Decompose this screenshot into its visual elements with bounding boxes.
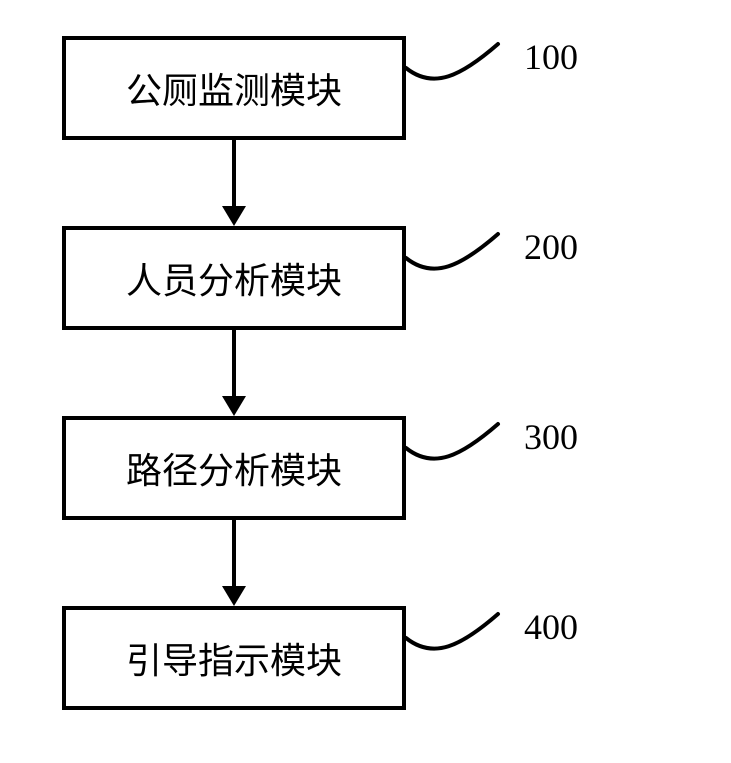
flow-node: 路径分析模块 (62, 416, 406, 520)
flow-edge-line (232, 140, 236, 206)
flow-edge-line (232, 520, 236, 586)
ref-leader-curve (376, 394, 528, 478)
flow-node-label: 人员分析模块 (126, 252, 342, 304)
flow-node-label: 路径分析模块 (126, 442, 342, 494)
ref-number-label: 200 (524, 226, 578, 268)
ref-number-label: 300 (524, 416, 578, 458)
flow-node-label: 引导指示模块 (126, 632, 342, 684)
flow-node-label: 公厕监测模块 (126, 62, 342, 114)
flow-edge-arrowhead (222, 206, 246, 226)
flow-edge-line (232, 330, 236, 396)
ref-leader-curve (376, 584, 528, 668)
flow-edge-arrowhead (222, 586, 246, 606)
ref-number-label: 100 (524, 36, 578, 78)
flow-edge-arrowhead (222, 396, 246, 416)
ref-leader-curve (376, 204, 528, 288)
flow-node: 人员分析模块 (62, 226, 406, 330)
ref-number-label: 400 (524, 606, 578, 648)
flow-node: 公厕监测模块 (62, 36, 406, 140)
flow-node: 引导指示模块 (62, 606, 406, 710)
ref-leader-curve (376, 14, 528, 98)
